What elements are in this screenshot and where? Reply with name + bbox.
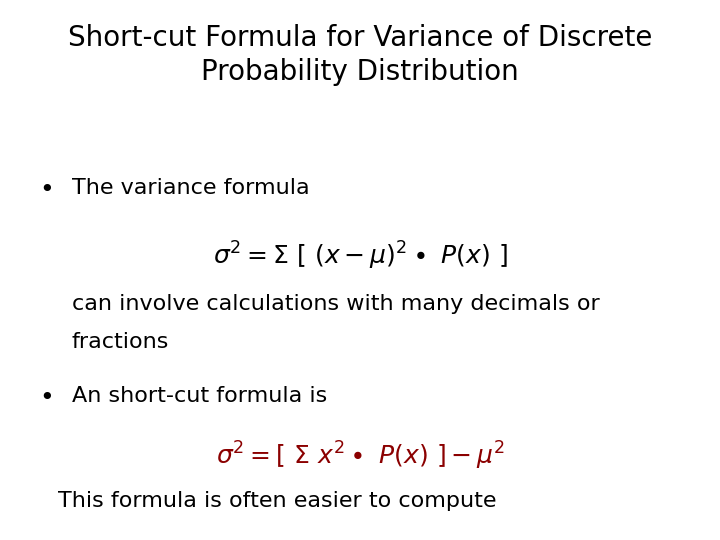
Text: The variance formula: The variance formula [72,178,310,198]
Text: Short-cut Formula for Variance of Discrete
Probability Distribution: Short-cut Formula for Variance of Discre… [68,24,652,86]
Text: An short-cut formula is: An short-cut formula is [72,386,328,406]
Text: fractions: fractions [72,332,169,352]
Text: can involve calculations with many decimals or: can involve calculations with many decim… [72,294,600,314]
Text: $\sigma^2 = \Sigma\ [\ (x - \mu)^2 \bullet\ P(x)\ ]$: $\sigma^2 = \Sigma\ [\ (x - \mu)^2 \bull… [212,240,508,273]
Text: $\sigma^2 = [\ \Sigma\ x^2 \bullet\ P(x)\ ] - \mu^2$: $\sigma^2 = [\ \Sigma\ x^2 \bullet\ P(x)… [215,440,505,472]
Text: •: • [40,178,54,202]
Text: This formula is often easier to compute: This formula is often easier to compute [58,491,496,511]
Text: •: • [40,386,54,410]
